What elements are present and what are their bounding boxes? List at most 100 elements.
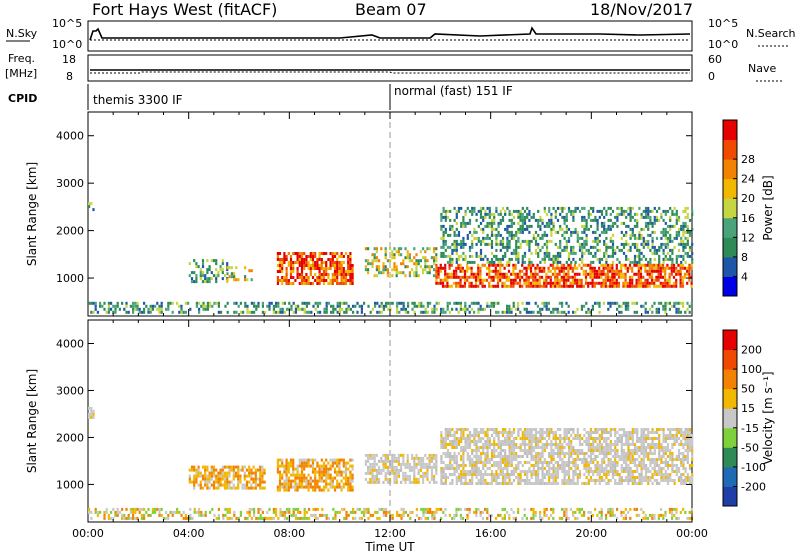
velocity-cell — [605, 437, 608, 440]
power-cell — [594, 254, 597, 258]
power-cell — [488, 236, 491, 240]
power-cell — [543, 209, 546, 213]
power-cell — [373, 253, 376, 257]
velocity-cell — [430, 456, 433, 460]
velocity-cell — [521, 479, 524, 482]
velocity-cell — [479, 482, 483, 485]
power-cell — [585, 233, 588, 237]
power-cell — [596, 224, 599, 228]
power-cell — [327, 276, 330, 279]
power-cell — [683, 275, 687, 279]
power-cell — [482, 230, 485, 234]
power-cell — [668, 301, 671, 305]
velocity-cell — [504, 443, 507, 446]
power-cell — [439, 281, 442, 285]
power-cell — [624, 266, 627, 270]
power-cell — [581, 257, 584, 261]
velocity-cell — [576, 434, 579, 437]
power-cell — [517, 239, 520, 243]
power-cell — [435, 301, 438, 305]
velocity-cell — [671, 479, 674, 482]
power-cell — [677, 215, 681, 219]
power-cell — [659, 272, 662, 276]
velocity-cell — [565, 482, 568, 485]
power-cell — [145, 304, 148, 308]
power-cell — [661, 269, 665, 273]
velocity-cell — [406, 453, 409, 457]
velocity-cell — [442, 467, 445, 470]
power-cell — [233, 301, 236, 305]
velocity-cell — [338, 482, 341, 486]
power-cell — [461, 266, 464, 270]
power-cell — [666, 242, 670, 246]
velocity-cell — [633, 449, 637, 452]
velocity-cell — [537, 476, 540, 479]
velocity-cell — [666, 482, 670, 485]
power-cell — [497, 221, 500, 225]
velocity-cell — [537, 479, 540, 482]
power-cell — [213, 301, 216, 305]
velocity-cell — [230, 468, 233, 472]
velocity-cell — [603, 473, 606, 476]
velocity-cell — [486, 440, 489, 443]
power-cell — [415, 253, 418, 257]
velocity-cell — [680, 440, 683, 443]
velocity-cell — [614, 434, 617, 437]
power-cell — [276, 255, 279, 258]
velocity-cell — [589, 458, 593, 461]
velocity-cell — [662, 452, 665, 455]
velocity-cell — [561, 437, 564, 440]
power-cell — [613, 284, 616, 288]
velocity-cell — [477, 458, 480, 461]
power-cell — [391, 274, 394, 278]
power-cell — [534, 218, 538, 222]
power-cell — [492, 275, 495, 279]
power-cell — [453, 230, 456, 234]
power-cell — [670, 263, 673, 267]
velocity-cell — [495, 461, 498, 464]
velocity-cell — [451, 473, 454, 476]
velocity-cell — [206, 474, 209, 478]
power-cell — [505, 263, 508, 267]
velocity-cell — [563, 440, 566, 443]
nave-trace — [90, 71, 690, 74]
power-cell — [659, 263, 662, 267]
velocity-cell — [464, 446, 467, 449]
power-cell — [486, 212, 489, 216]
velocity-cell — [499, 464, 502, 467]
velocity-cell — [371, 456, 374, 460]
power-cell — [279, 310, 282, 314]
velocity-cell — [506, 476, 509, 479]
power-cell — [515, 254, 518, 258]
power-cell — [649, 221, 652, 225]
velocity-cell — [234, 474, 238, 478]
velocity-cell — [347, 479, 350, 483]
power-cell — [419, 250, 422, 254]
power-cell — [411, 268, 414, 272]
power-cell — [622, 242, 626, 246]
velocity-cell — [367, 465, 370, 469]
velocity-cell — [640, 431, 643, 434]
velocity-cell — [554, 446, 557, 449]
power-cell — [539, 227, 542, 231]
velocity-cell — [570, 443, 573, 446]
power-cell — [545, 278, 548, 282]
velocity-cell — [210, 468, 213, 472]
velocity-cell — [532, 428, 535, 431]
velocity-cell — [622, 431, 626, 434]
power-cell — [686, 206, 689, 210]
velocity-cell — [532, 458, 535, 461]
velocity-cell — [684, 467, 687, 470]
power-cell — [642, 227, 645, 231]
power-cell — [332, 307, 335, 311]
velocity-cell — [349, 482, 352, 486]
power-cell — [515, 242, 518, 246]
power-cell — [648, 263, 651, 267]
velocity-cell — [567, 476, 571, 479]
power-cell — [342, 282, 345, 285]
power-cell — [624, 301, 627, 305]
nsky-tick-top: 10^5 — [52, 17, 82, 30]
velocity-cell — [563, 455, 566, 458]
power-cell — [114, 304, 117, 308]
velocity-cell — [528, 449, 531, 452]
